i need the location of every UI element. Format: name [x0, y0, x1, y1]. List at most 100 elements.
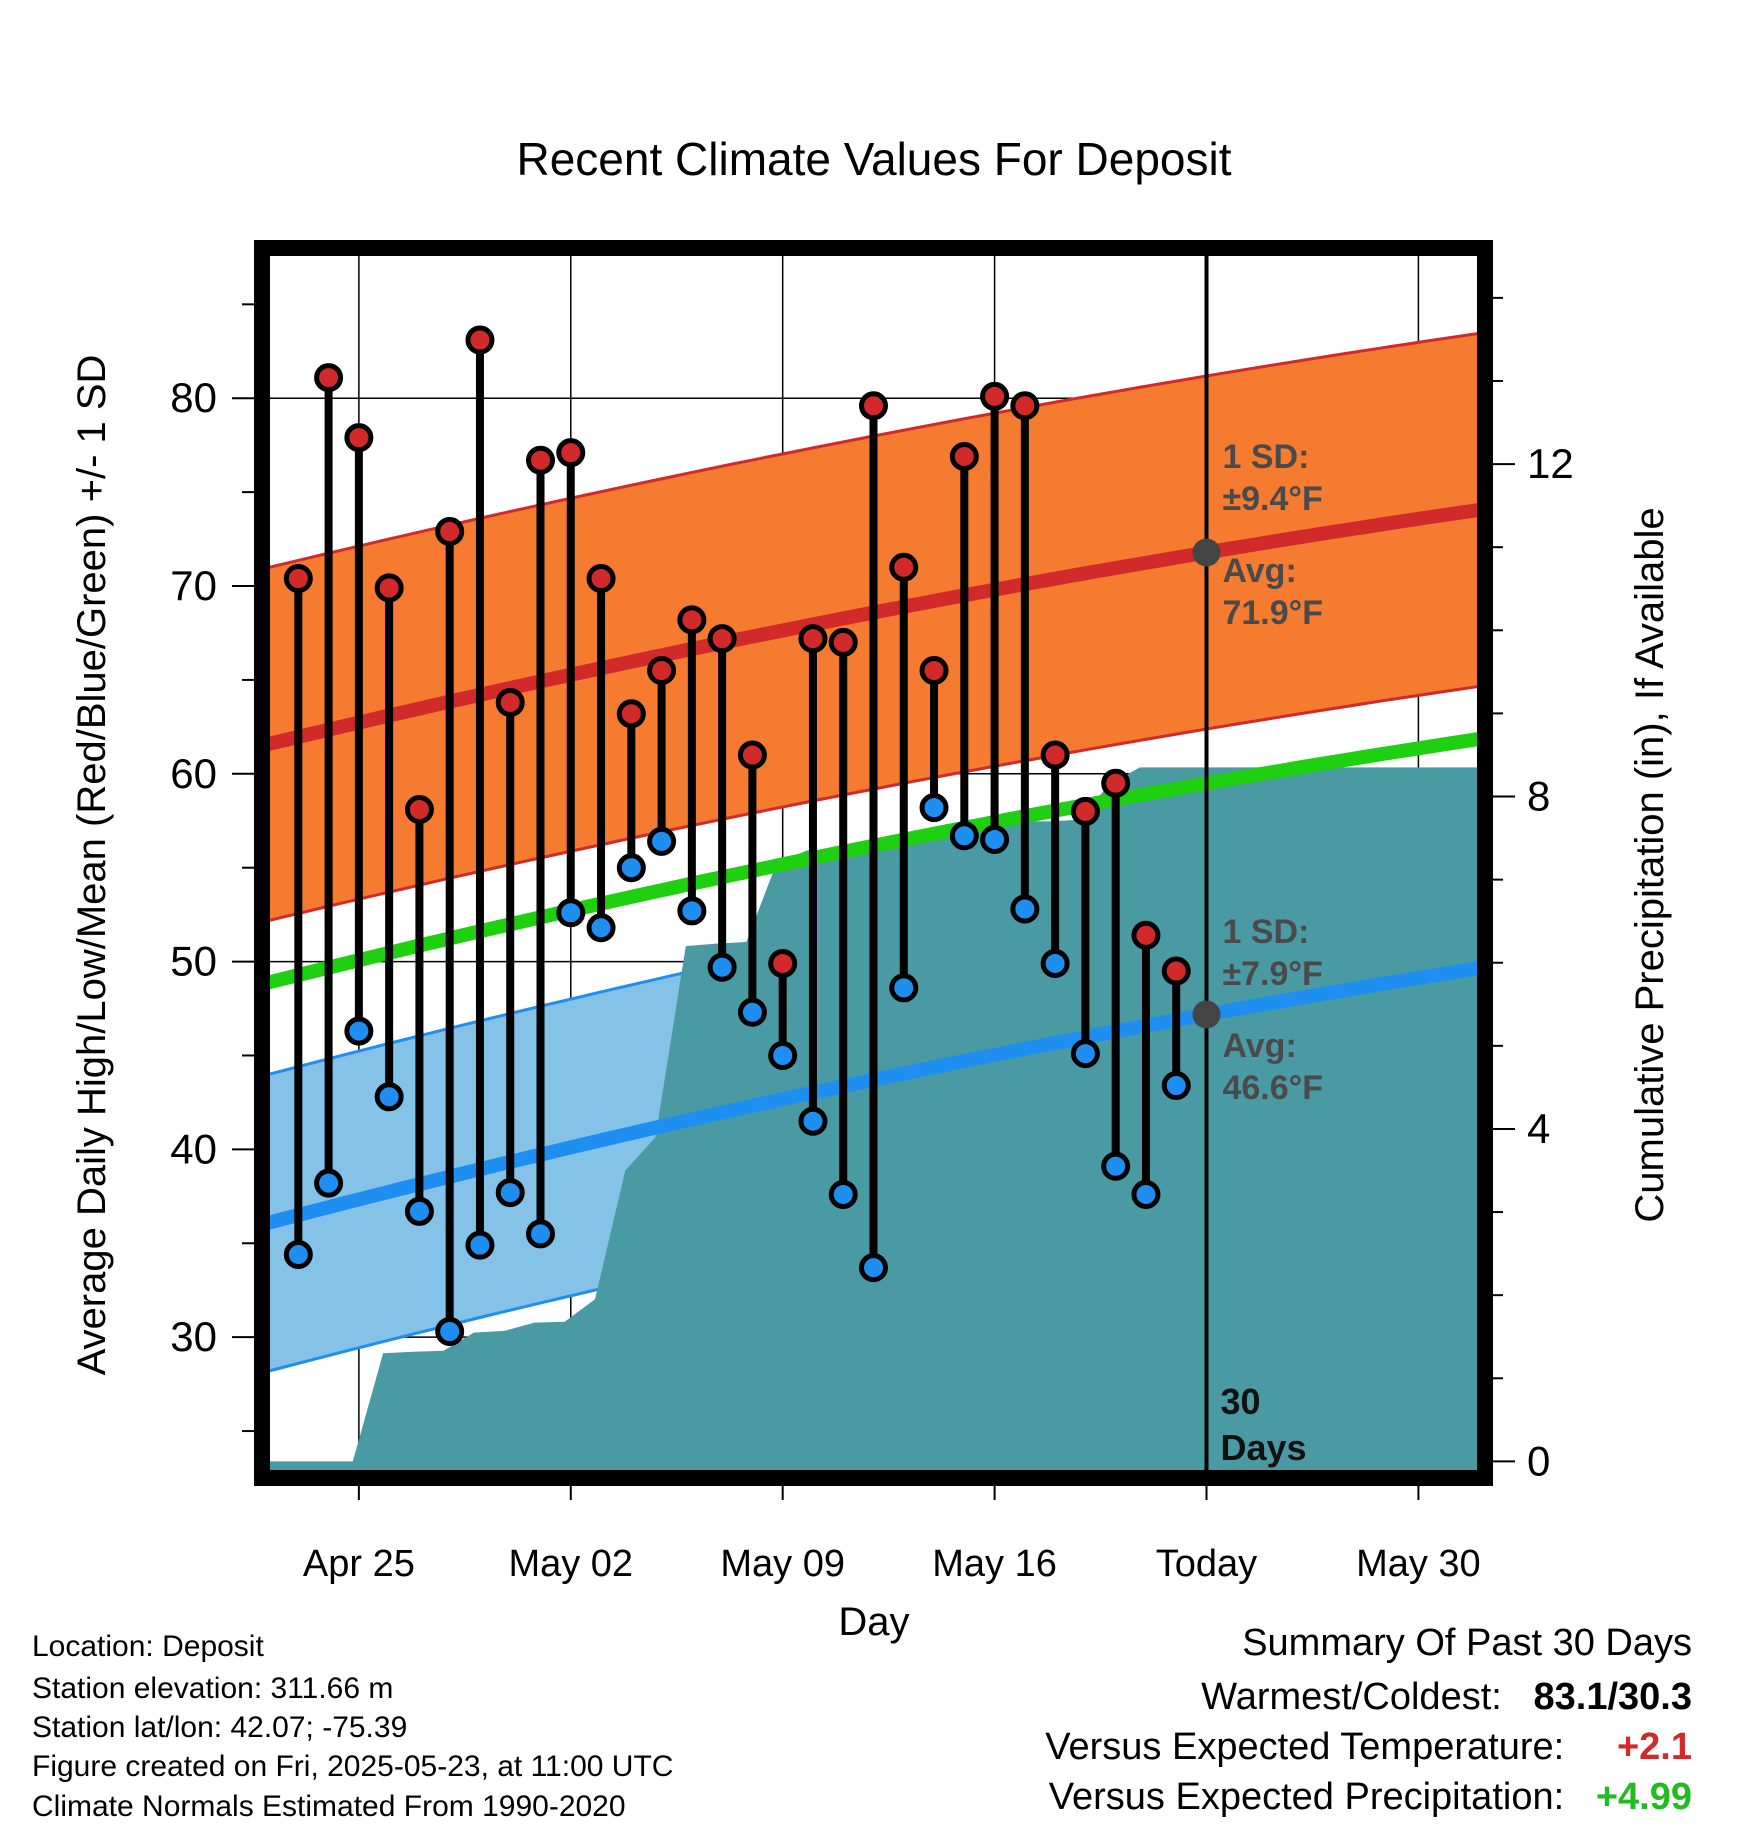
low-sd-value: ±7.9°F	[1222, 955, 1322, 993]
daily-low-point	[768, 1040, 798, 1070]
location-text: Location: Deposit	[32, 1630, 264, 1663]
daily-high-point	[1161, 956, 1191, 986]
y-right-tick-label: 12	[1527, 440, 1574, 487]
x-tick-label: May 09	[720, 1543, 845, 1585]
daily-high-point	[768, 948, 798, 978]
daily-low-point	[980, 825, 1010, 855]
summary-heading: Summary Of Past 30 Days	[1242, 1622, 1692, 1665]
daily-low-point	[737, 997, 767, 1027]
plot-inner	[262, 248, 1485, 1478]
high-sd-label: 1 SD:	[1222, 438, 1309, 476]
daily-low-point	[798, 1106, 828, 1136]
daily-high-point	[616, 699, 646, 729]
created-text: Figure created on Fri, 2025-05-23, at 11…	[32, 1750, 674, 1783]
daily-low-point	[495, 1178, 525, 1208]
daily-high-point	[1040, 740, 1070, 770]
daily-high-point	[1010, 391, 1040, 421]
days-word-label: Days	[1220, 1427, 1306, 1468]
daily-low-point	[616, 853, 646, 883]
y-right-tick-label: 8	[1527, 773, 1550, 820]
y-left-tick-label: 40	[170, 1125, 217, 1172]
summary-warmest-label: Warmest/Coldest:	[1201, 1676, 1502, 1718]
daily-low-point	[1070, 1039, 1100, 1069]
daily-low-point	[1040, 948, 1070, 978]
y-left-tick-label: 70	[170, 562, 217, 609]
x-tick-label: May 30	[1356, 1543, 1481, 1585]
elevation-text: Station elevation: 311.66 m	[32, 1672, 394, 1705]
daily-low-point	[889, 973, 919, 1003]
daily-low-point	[1131, 1179, 1161, 1209]
plot-frame	[254, 240, 1493, 1486]
normals-text: Climate Normals Estimated From 1990-2020	[32, 1790, 626, 1823]
y-left-tick-label: 80	[170, 374, 217, 421]
daily-low-point	[1101, 1151, 1131, 1181]
high-sd-value: ±9.4°F	[1222, 480, 1322, 518]
high-avg-value: 71.9°F	[1222, 594, 1323, 632]
summary-warmest: Warmest/Coldest: 83.1/30.3	[1201, 1676, 1692, 1719]
daily-high-point	[828, 627, 858, 657]
summary-precip: Versus Expected Precipitation: +4.99	[1049, 1776, 1692, 1819]
daily-low-point	[647, 826, 677, 856]
daily-low-point	[283, 1240, 313, 1270]
today-low-avg-marker	[1192, 1000, 1221, 1029]
daily-high-point	[1070, 796, 1100, 826]
daily-low-point	[1010, 894, 1040, 924]
daily-high-point	[737, 740, 767, 770]
daily-high-point	[647, 656, 677, 686]
x-tick-label: May 16	[932, 1543, 1057, 1585]
daily-high-point	[677, 605, 707, 635]
daily-low-point	[586, 913, 616, 943]
daily-low-point	[1161, 1071, 1191, 1101]
daily-low-point	[919, 793, 949, 823]
y-left-tick-label: 60	[170, 750, 217, 797]
daily-high-point	[949, 441, 979, 471]
daily-high-point	[798, 624, 828, 654]
daily-low-point	[526, 1219, 556, 1249]
daily-low-point	[344, 1016, 374, 1046]
x-tick-label: Today	[1156, 1543, 1257, 1585]
daily-high-point	[1131, 920, 1161, 950]
y-right-tick-label: 0	[1527, 1437, 1550, 1484]
daily-high-point	[314, 363, 344, 393]
daily-high-point	[344, 423, 374, 453]
latlon-text: Station lat/lon: 42.07; -75.39	[32, 1711, 408, 1744]
y-right-axis-label: Cumulative Precipitation (in), If Availa…	[1628, 507, 1672, 1222]
daily-low-point	[435, 1317, 465, 1347]
y-left-tick-label: 30	[170, 1313, 217, 1360]
daily-low-point	[677, 896, 707, 926]
x-axis-label: Day	[838, 1600, 909, 1644]
daily-low-point	[859, 1253, 888, 1283]
daily-high-point	[435, 517, 465, 547]
daily-high-point	[374, 573, 404, 603]
daily-low-point	[465, 1230, 495, 1260]
daily-low-point	[314, 1168, 344, 1198]
daily-high-point	[556, 438, 586, 468]
days-count-label: 30	[1220, 1381, 1260, 1422]
x-tick-label: May 02	[508, 1543, 633, 1585]
summary-temp-value: +2.1	[1616, 1726, 1692, 1768]
summary-warmest-value: 83.1/30.3	[1533, 1676, 1692, 1718]
daily-high-point	[283, 564, 313, 594]
summary-temp: Versus Expected Temperature: +2.1	[1045, 1726, 1692, 1769]
low-avg-label: Avg:	[1222, 1027, 1296, 1065]
low-sd-label: 1 SD:	[1222, 913, 1309, 951]
daily-high-point	[465, 325, 495, 355]
daily-high-point	[495, 687, 525, 717]
x-tick-label: Apr 25	[303, 1543, 415, 1585]
summary-precip-label: Versus Expected Precipitation:	[1048, 1776, 1565, 1818]
summary-temp-label: Versus Expected Temperature:	[1045, 1726, 1565, 1768]
daily-high-point	[1101, 768, 1131, 798]
daily-high-point	[586, 564, 616, 594]
y-left-axis-label: Average Daily High/Low/Mean (Red/Blue/Gr…	[70, 355, 114, 1376]
daily-low-point	[707, 952, 737, 982]
high-avg-label: Avg:	[1222, 552, 1296, 590]
daily-high-point	[526, 445, 556, 475]
chart-title: Recent Climate Values For Deposit	[517, 133, 1232, 185]
daily-high-point	[404, 794, 434, 824]
y-left-tick-label: 50	[170, 938, 217, 985]
plot-area: 1 SD: ±9.4°F Avg: 71.9°F 1 SD: ±7.9°F Avg: 46.6…	[170, 240, 1574, 1585]
today-high-avg-marker	[1192, 538, 1221, 567]
daily-low-point	[556, 898, 586, 928]
y-right-tick-label: 4	[1527, 1105, 1550, 1152]
